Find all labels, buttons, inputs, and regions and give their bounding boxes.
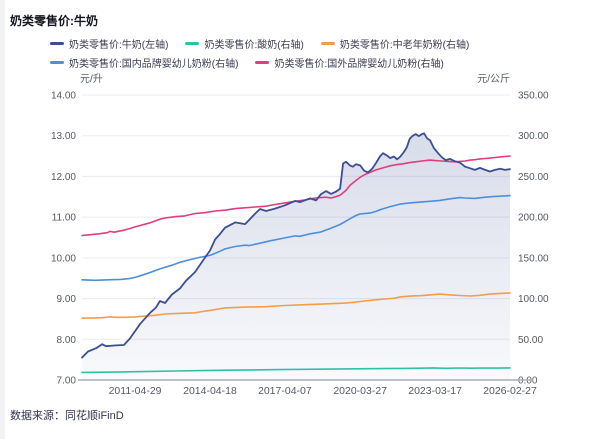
- data-source-label: 数据来源：同花顺iFinD: [10, 410, 124, 422]
- legend-label-milk: 奶类零售价:牛奶(左轴): [69, 40, 169, 51]
- legend-item-yogurt[interactable]: 奶类零售价:酸奶(右轴): [185, 36, 304, 51]
- page-edge-strip: [0, 0, 5, 439]
- left-axis-unit: 元/升: [80, 74, 103, 85]
- left-axis-tick-label: 9.00: [57, 294, 77, 305]
- legend-item-middle-aged-milk-powder[interactable]: 奶类零售价:中老年奶粉(右轴): [320, 36, 470, 51]
- series-line: [81, 194, 511, 282]
- series-line: [81, 367, 511, 374]
- right-axis-tick-label: 50.00: [518, 335, 543, 346]
- left-axis-tick-label: 7.00: [57, 376, 77, 387]
- legend-swatch-milk: [50, 42, 64, 45]
- right-axis-tick-label: 150.00: [518, 253, 549, 264]
- legend-label-domestic-infant-formula: 奶类零售价:国内品牌婴幼儿奶粉(右轴): [69, 59, 239, 70]
- left-axis-tick-label: 12.00: [51, 172, 76, 183]
- left-axis-tick-label: 13.00: [51, 131, 76, 142]
- x-axis-tick-label: 2026-02-27: [483, 385, 537, 397]
- x-axis-tick-label: 2017-04-07: [258, 385, 312, 397]
- left-axis-tick-label: 10.00: [51, 253, 76, 264]
- legend: 奶类零售价:牛奶(左轴) 奶类零售价:酸奶(右轴) 奶类零售价:中老年奶粉(右轴…: [50, 36, 595, 74]
- right-axis-tick-label: 300.00: [518, 131, 549, 142]
- legend-label-yogurt: 奶类零售价:酸奶(右轴): [204, 40, 304, 51]
- right-axis-tick-label: 250.00: [518, 172, 549, 183]
- left-axis-tick-label: 8.00: [57, 335, 77, 346]
- legend-label-foreign-infant-formula: 奶类零售价:国外品牌婴幼儿奶粉(右轴): [274, 59, 444, 70]
- left-axis-tick-label: 11.00: [52, 213, 77, 224]
- x-axis-tick-label: 2020-03-27: [333, 385, 387, 397]
- right-axis-tick-label: 100.00: [518, 294, 549, 305]
- x-axis-tick-label: 2014-04-18: [183, 385, 237, 397]
- right-axis-tick-label: 0.00: [518, 376, 538, 387]
- legend-item-milk[interactable]: 奶类零售价:牛奶(左轴): [50, 36, 168, 51]
- right-axis-tick-label: 350.00: [518, 91, 549, 102]
- legend-row-1: 奶类零售价:牛奶(左轴) 奶类零售价:酸奶(右轴) 奶类零售价:中老年奶粉(右轴…: [50, 36, 595, 51]
- chart-title: 奶类零售价:牛奶: [10, 14, 98, 28]
- left-axis-tick-label: 14.00: [51, 91, 76, 102]
- legend-row-2: 奶类零售价:国内品牌婴幼儿奶粉(右轴) 奶类零售价:国外品牌婴幼儿奶粉(右轴): [50, 55, 595, 70]
- legend-swatch-domestic-infant-formula: [50, 61, 64, 64]
- right-axis-unit: 元/公斤: [477, 74, 510, 85]
- legend-swatch-middle-aged-milk-powder: [320, 42, 335, 45]
- milk-area-fill: [82, 133, 510, 380]
- x-axis-tick-label: 2011-04-29: [109, 385, 162, 397]
- series-line: [81, 132, 511, 359]
- legend-swatch-foreign-infant-formula: [255, 61, 270, 64]
- legend-label-middle-aged-milk-powder: 奶类零售价:中老年奶粉(右轴): [339, 40, 470, 51]
- series-line: [81, 155, 511, 237]
- legend-swatch-yogurt: [185, 42, 200, 45]
- legend-item-foreign-infant-formula[interactable]: 奶类零售价:国外品牌婴幼儿奶粉(右轴): [255, 55, 444, 70]
- legend-item-domestic-infant-formula[interactable]: 奶类零售价:国内品牌婴幼儿奶粉(右轴): [50, 55, 238, 70]
- x-axis-tick-label: 2023-03-17: [408, 385, 462, 397]
- series-line: [81, 292, 511, 319]
- right-axis-tick-label: 200.00: [518, 213, 549, 224]
